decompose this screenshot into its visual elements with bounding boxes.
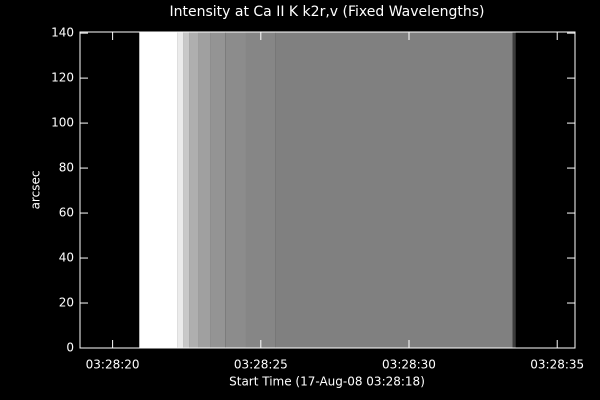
image [139, 32, 516, 348]
image-column [245, 32, 276, 348]
image-column [210, 32, 226, 348]
image-column [225, 32, 246, 348]
x-axis-label: Start Time (17-Aug-08 03:28:18) [229, 375, 425, 389]
image-column [183, 32, 190, 348]
image-column [139, 32, 178, 348]
chart-title: Intensity at Ca II K k2r,v (Fixed Wavele… [170, 4, 485, 20]
x-tick-label: 03:28:20 [86, 358, 140, 372]
y-tick-label: 100 [51, 116, 74, 130]
image-column [275, 32, 513, 348]
image-column [512, 32, 516, 348]
y-axis-label: arcsec [29, 171, 43, 210]
x-tick-label: 03:28:35 [530, 358, 584, 372]
frame [79, 31, 576, 349]
x-tick-label: 03:28:25 [234, 358, 288, 372]
y-tick-label: 120 [51, 71, 74, 85]
y-tick-label: 0 [66, 341, 74, 355]
y-tick-label: 20 [59, 296, 74, 310]
x-tick-label: 03:28:30 [382, 358, 436, 372]
y-tick-label: 140 [51, 26, 74, 40]
image-column [198, 32, 211, 348]
image-column [177, 32, 184, 348]
y-tick-label: 60 [59, 206, 74, 220]
image-column [189, 32, 199, 348]
y-tick-label: 40 [59, 251, 74, 265]
y-tick-label: 80 [59, 161, 74, 175]
